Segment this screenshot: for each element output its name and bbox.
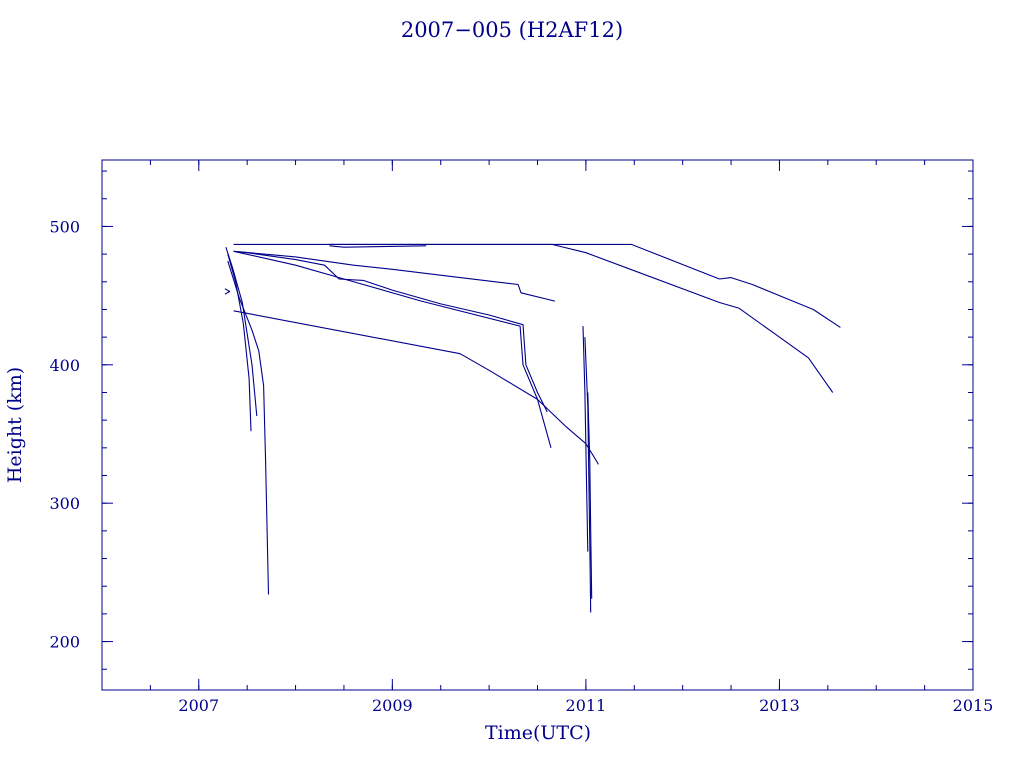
series-line-11 bbox=[582, 326, 589, 552]
series-line-14 bbox=[224, 288, 231, 295]
x-tick-label: 2009 bbox=[372, 696, 413, 715]
y-tick-label: 200 bbox=[49, 633, 80, 652]
series-line-6 bbox=[233, 250, 552, 448]
series-line-12 bbox=[584, 337, 592, 613]
series-line-7 bbox=[233, 310, 599, 465]
series-line-8 bbox=[225, 247, 258, 417]
y-tick-label: 300 bbox=[49, 494, 80, 513]
x-tick-label: 2011 bbox=[566, 696, 607, 715]
x-tick-label: 2013 bbox=[759, 696, 800, 715]
x-tick-label: 2007 bbox=[178, 696, 219, 715]
series-line-13 bbox=[587, 392, 593, 599]
y-axis-ticks bbox=[102, 170, 973, 670]
series-line-2 bbox=[329, 243, 834, 393]
x-tick-labels: 2007 2009 2011 2013 2015 bbox=[178, 696, 993, 715]
plot-frame bbox=[101, 159, 974, 691]
series-line-9 bbox=[227, 253, 252, 432]
series-line-4 bbox=[233, 250, 556, 302]
y-tick-label: 500 bbox=[49, 217, 80, 236]
series-line-3 bbox=[329, 245, 427, 248]
y-tick-labels: 200 300 400 500 bbox=[49, 217, 80, 651]
x-axis-ticks bbox=[101, 160, 974, 690]
series-line-5 bbox=[233, 250, 548, 413]
series-group bbox=[224, 243, 841, 613]
series-line-10 bbox=[227, 260, 270, 595]
x-tick-label: 2015 bbox=[953, 696, 994, 715]
y-axis-label: Height (km) bbox=[4, 367, 26, 483]
x-axis-label: Time(UTC) bbox=[485, 722, 591, 744]
chart-title: 2007−005 (H2AF12) bbox=[401, 18, 623, 42]
series-line-1 bbox=[233, 243, 841, 328]
y-tick-label: 400 bbox=[49, 356, 80, 375]
